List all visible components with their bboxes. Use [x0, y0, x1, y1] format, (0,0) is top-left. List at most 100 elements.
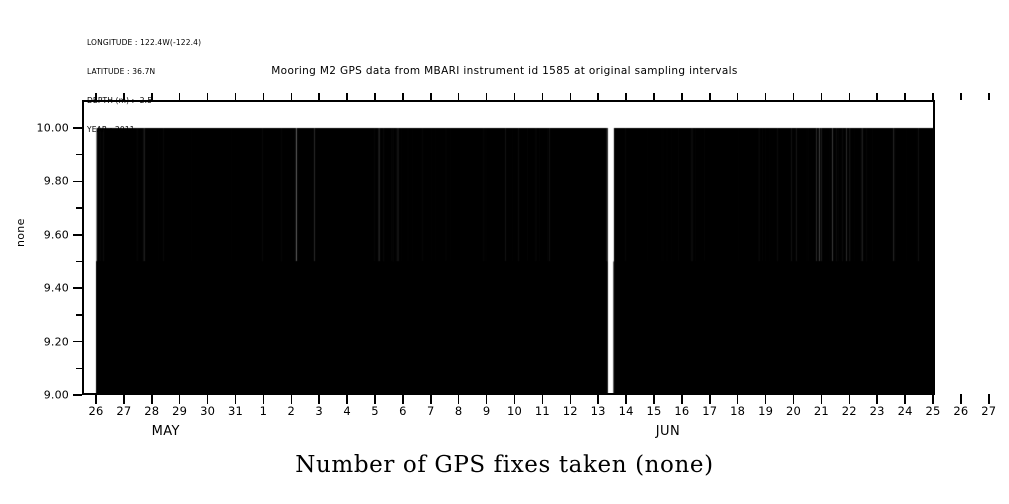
x-tick-label: 16 [674, 404, 690, 418]
x-tick-label: 30 [200, 404, 216, 418]
x-tick-top [820, 93, 823, 100]
x-tick-label: 7 [427, 404, 435, 418]
x-tick-top [206, 93, 209, 100]
x-tick-label: 6 [399, 404, 407, 418]
x-tick-label: 3 [315, 404, 323, 418]
gps-fix-impulse-plot [82, 100, 935, 395]
x-tick-label: 19 [758, 404, 774, 418]
figure-caption: Number of GPS fixes taken (none) [295, 452, 714, 478]
y-tick-major [73, 340, 82, 343]
x-axis-labels: 26 27 28 29 30 31 1 2 3 4 5 6 7 8 9 10 11 12 13 14 15 16 17 18 1… [82, 404, 996, 420]
x-tick-top [904, 93, 906, 100]
x-tick-top [932, 93, 934, 100]
y-tick-label: 9.00 [43, 388, 69, 402]
x-tick-major [178, 394, 181, 404]
x-tick-major [792, 394, 795, 404]
y-tick-major [73, 287, 82, 289]
y-tick-major [73, 180, 82, 183]
x-tick-major [764, 394, 767, 404]
x-tick-label: 2 [287, 404, 296, 418]
x-tick-major [262, 394, 265, 404]
x-tick-top [597, 93, 599, 100]
x-tick-major [234, 394, 237, 404]
x-tick-label: 21 [813, 404, 829, 418]
x-tick-major [597, 394, 599, 404]
x-month-label: JUN [655, 424, 681, 439]
x-tick-label: 15 [646, 404, 662, 418]
x-tick-top [346, 93, 348, 100]
x-tick-label: 4 [343, 404, 351, 418]
x-tick-major [988, 394, 990, 404]
x-tick-major [123, 394, 125, 404]
x-tick-label: 31 [227, 404, 244, 418]
metadata-line-longitude: LONGITUDE : 122.4W(-122.4) [87, 38, 202, 48]
x-tick-top [374, 93, 376, 100]
x-tick-label: 22 [841, 404, 857, 418]
y-tick-major [73, 234, 82, 236]
x-tick-top [988, 93, 990, 100]
x-tick-major [876, 394, 878, 404]
x-tick-top [792, 93, 795, 100]
x-tick-major [374, 394, 376, 404]
y-tick-label: 9.40 [43, 281, 69, 295]
x-tick-top [178, 93, 181, 100]
x-tick-label: 1 [259, 404, 268, 418]
x-tick-top [876, 93, 878, 100]
x-tick-major [820, 394, 823, 404]
x-tick-label: 17 [702, 404, 718, 418]
y-tick-minor [76, 314, 82, 316]
y-tick-minor [76, 153, 82, 156]
x-tick-top [625, 93, 627, 100]
x-tick-major [318, 394, 320, 404]
x-tick-top [151, 93, 153, 100]
x-tick-top [430, 93, 432, 100]
y-tick-label: 10.00 [36, 121, 69, 135]
x-tick-major [513, 394, 516, 404]
x-tick-major [346, 394, 348, 404]
x-tick-major [430, 394, 432, 404]
y-axis-title: none [14, 218, 27, 247]
x-tick-top [290, 93, 293, 100]
y-tick-minor [76, 367, 82, 370]
x-tick-top [123, 93, 125, 100]
x-tick-label: 26 [953, 404, 969, 418]
y-tick-minor [76, 207, 82, 209]
x-tick-major [95, 394, 97, 404]
x-month-label: MAY [151, 424, 180, 439]
x-tick-label: 13 [590, 404, 606, 418]
x-tick-label: 10 [506, 404, 523, 418]
x-tick-label: 12 [562, 404, 578, 418]
x-tick-major [625, 394, 627, 404]
x-tick-top [848, 93, 851, 100]
x-tick-major [681, 394, 683, 404]
x-axis-top-ticks [82, 93, 990, 101]
x-tick-top [764, 93, 767, 100]
x-axis-month-labels: MAY JUN [82, 424, 937, 442]
x-tick-label: 14 [618, 404, 634, 418]
x-tick-label: 28 [144, 404, 160, 418]
x-tick-label: 23 [869, 404, 885, 418]
x-tick-top [653, 93, 655, 100]
x-tick-top [681, 93, 683, 100]
x-tick-label: 27 [116, 404, 132, 418]
x-tick-major [485, 394, 488, 404]
x-tick-top [402, 93, 404, 100]
x-axis-ticks [82, 394, 990, 406]
x-tick-top [457, 93, 460, 100]
x-tick-top [736, 93, 739, 100]
y-tick-minor [76, 260, 82, 263]
x-tick-major [206, 394, 209, 404]
x-tick-top [262, 93, 265, 100]
x-tick-major [569, 394, 572, 404]
x-tick-label: 9 [482, 404, 491, 418]
x-tick-label: 27 [981, 404, 997, 418]
x-tick-label: 26 [88, 404, 104, 418]
x-tick-top [485, 93, 488, 100]
x-tick-top [569, 93, 572, 100]
y-tick-label: 9.20 [43, 335, 69, 349]
x-tick-major [290, 394, 293, 404]
x-tick-label: 25 [925, 404, 941, 418]
x-tick-major [402, 394, 404, 404]
x-tick-major [960, 394, 962, 404]
x-tick-major [848, 394, 851, 404]
